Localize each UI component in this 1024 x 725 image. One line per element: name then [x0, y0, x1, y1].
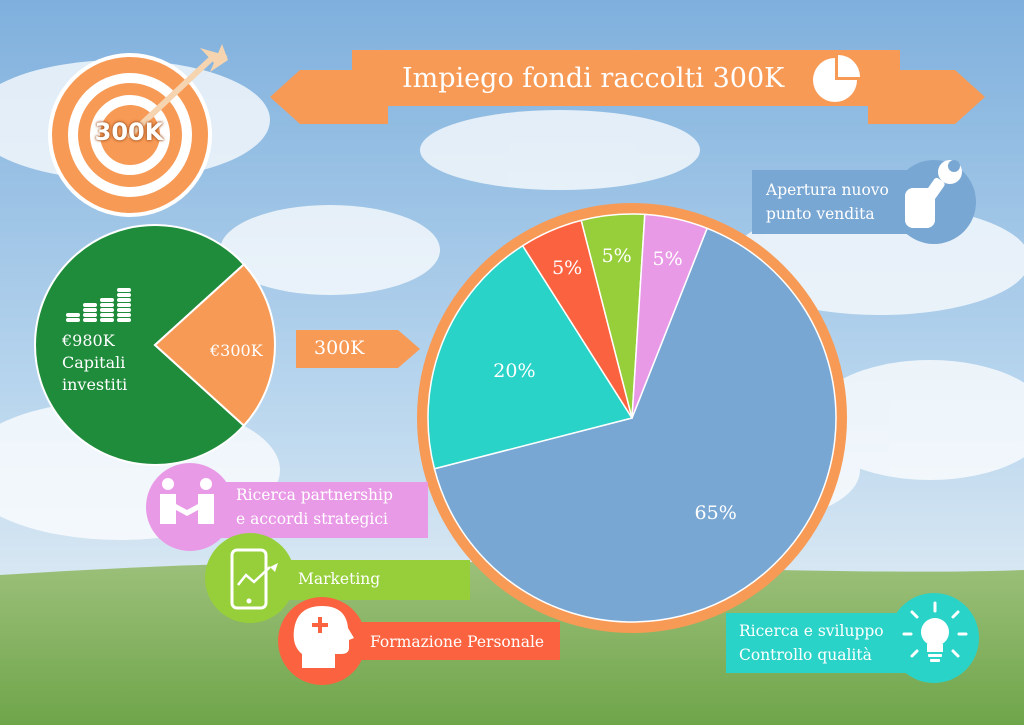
pie-slice — [631, 213, 709, 419]
pie-slice-label: 5% — [652, 247, 683, 270]
title-banner — [270, 50, 985, 124]
main-pie — [427, 213, 837, 623]
tag-line: Controllo qualità — [739, 646, 872, 664]
capital-label-line: €980K — [62, 331, 115, 350]
tag-partnership-label: Ricerca partnership e accordi strategici — [236, 483, 393, 531]
capital-label-line: Capitali — [62, 353, 126, 372]
tag-line: punto vendita — [766, 205, 875, 223]
funds-label: €300K — [210, 341, 263, 360]
capital-label-line: investiti — [62, 375, 128, 394]
capital-pie — [34, 224, 276, 466]
tag-marketing — [205, 533, 470, 623]
pie-slice-label: 5% — [552, 257, 583, 280]
tablet-chart-icon — [230, 548, 278, 610]
target-arrow-icon — [48, 44, 228, 217]
pie-chart-icon — [813, 55, 860, 102]
tag-line: Ricerca partnership — [236, 486, 393, 504]
pie-slice — [427, 244, 634, 470]
tag-line: Ricerca e sviluppo — [739, 622, 884, 640]
tag-marketing-label: Marketing — [298, 570, 381, 588]
pointer-label: 300K — [314, 337, 365, 359]
tag-line: Apertura nuovo — [766, 181, 889, 199]
capital-pie-slice — [153, 262, 276, 428]
pie-slice-label: 5% — [601, 244, 632, 267]
wrench-hand-icon — [905, 160, 962, 228]
pie-slice-label: 20% — [493, 360, 536, 383]
tag-ricerca-sviluppo — [726, 593, 979, 683]
head-plus-icon — [293, 606, 354, 668]
tag-sviluppo-label: Ricerca e sviluppo Controllo qualità — [739, 619, 884, 667]
pie-slice-label: 65% — [694, 501, 737, 524]
tag-apertura — [752, 160, 976, 244]
tag-apertura-label: Apertura nuovo punto vendita — [766, 178, 889, 226]
coin-stacks-icon — [66, 288, 131, 322]
lightbulb-icon — [902, 601, 968, 662]
banner-box — [352, 50, 900, 106]
page-title: Impiego fondi raccolti 300K — [402, 62, 785, 94]
target-label: 300K — [94, 118, 164, 146]
capital-label: €980K Capitali investiti — [62, 330, 127, 396]
capital-pie-slice — [34, 224, 246, 466]
tag-ricerca-partnership — [146, 463, 428, 551]
pie-slice — [433, 227, 837, 623]
tag-line: e accordi strategici — [236, 510, 389, 528]
pointer-arrow — [296, 330, 420, 368]
handshake-icon — [160, 478, 214, 524]
tag-formazione — [278, 597, 560, 685]
tag-formazione-label: Formazione Personale — [370, 633, 545, 651]
